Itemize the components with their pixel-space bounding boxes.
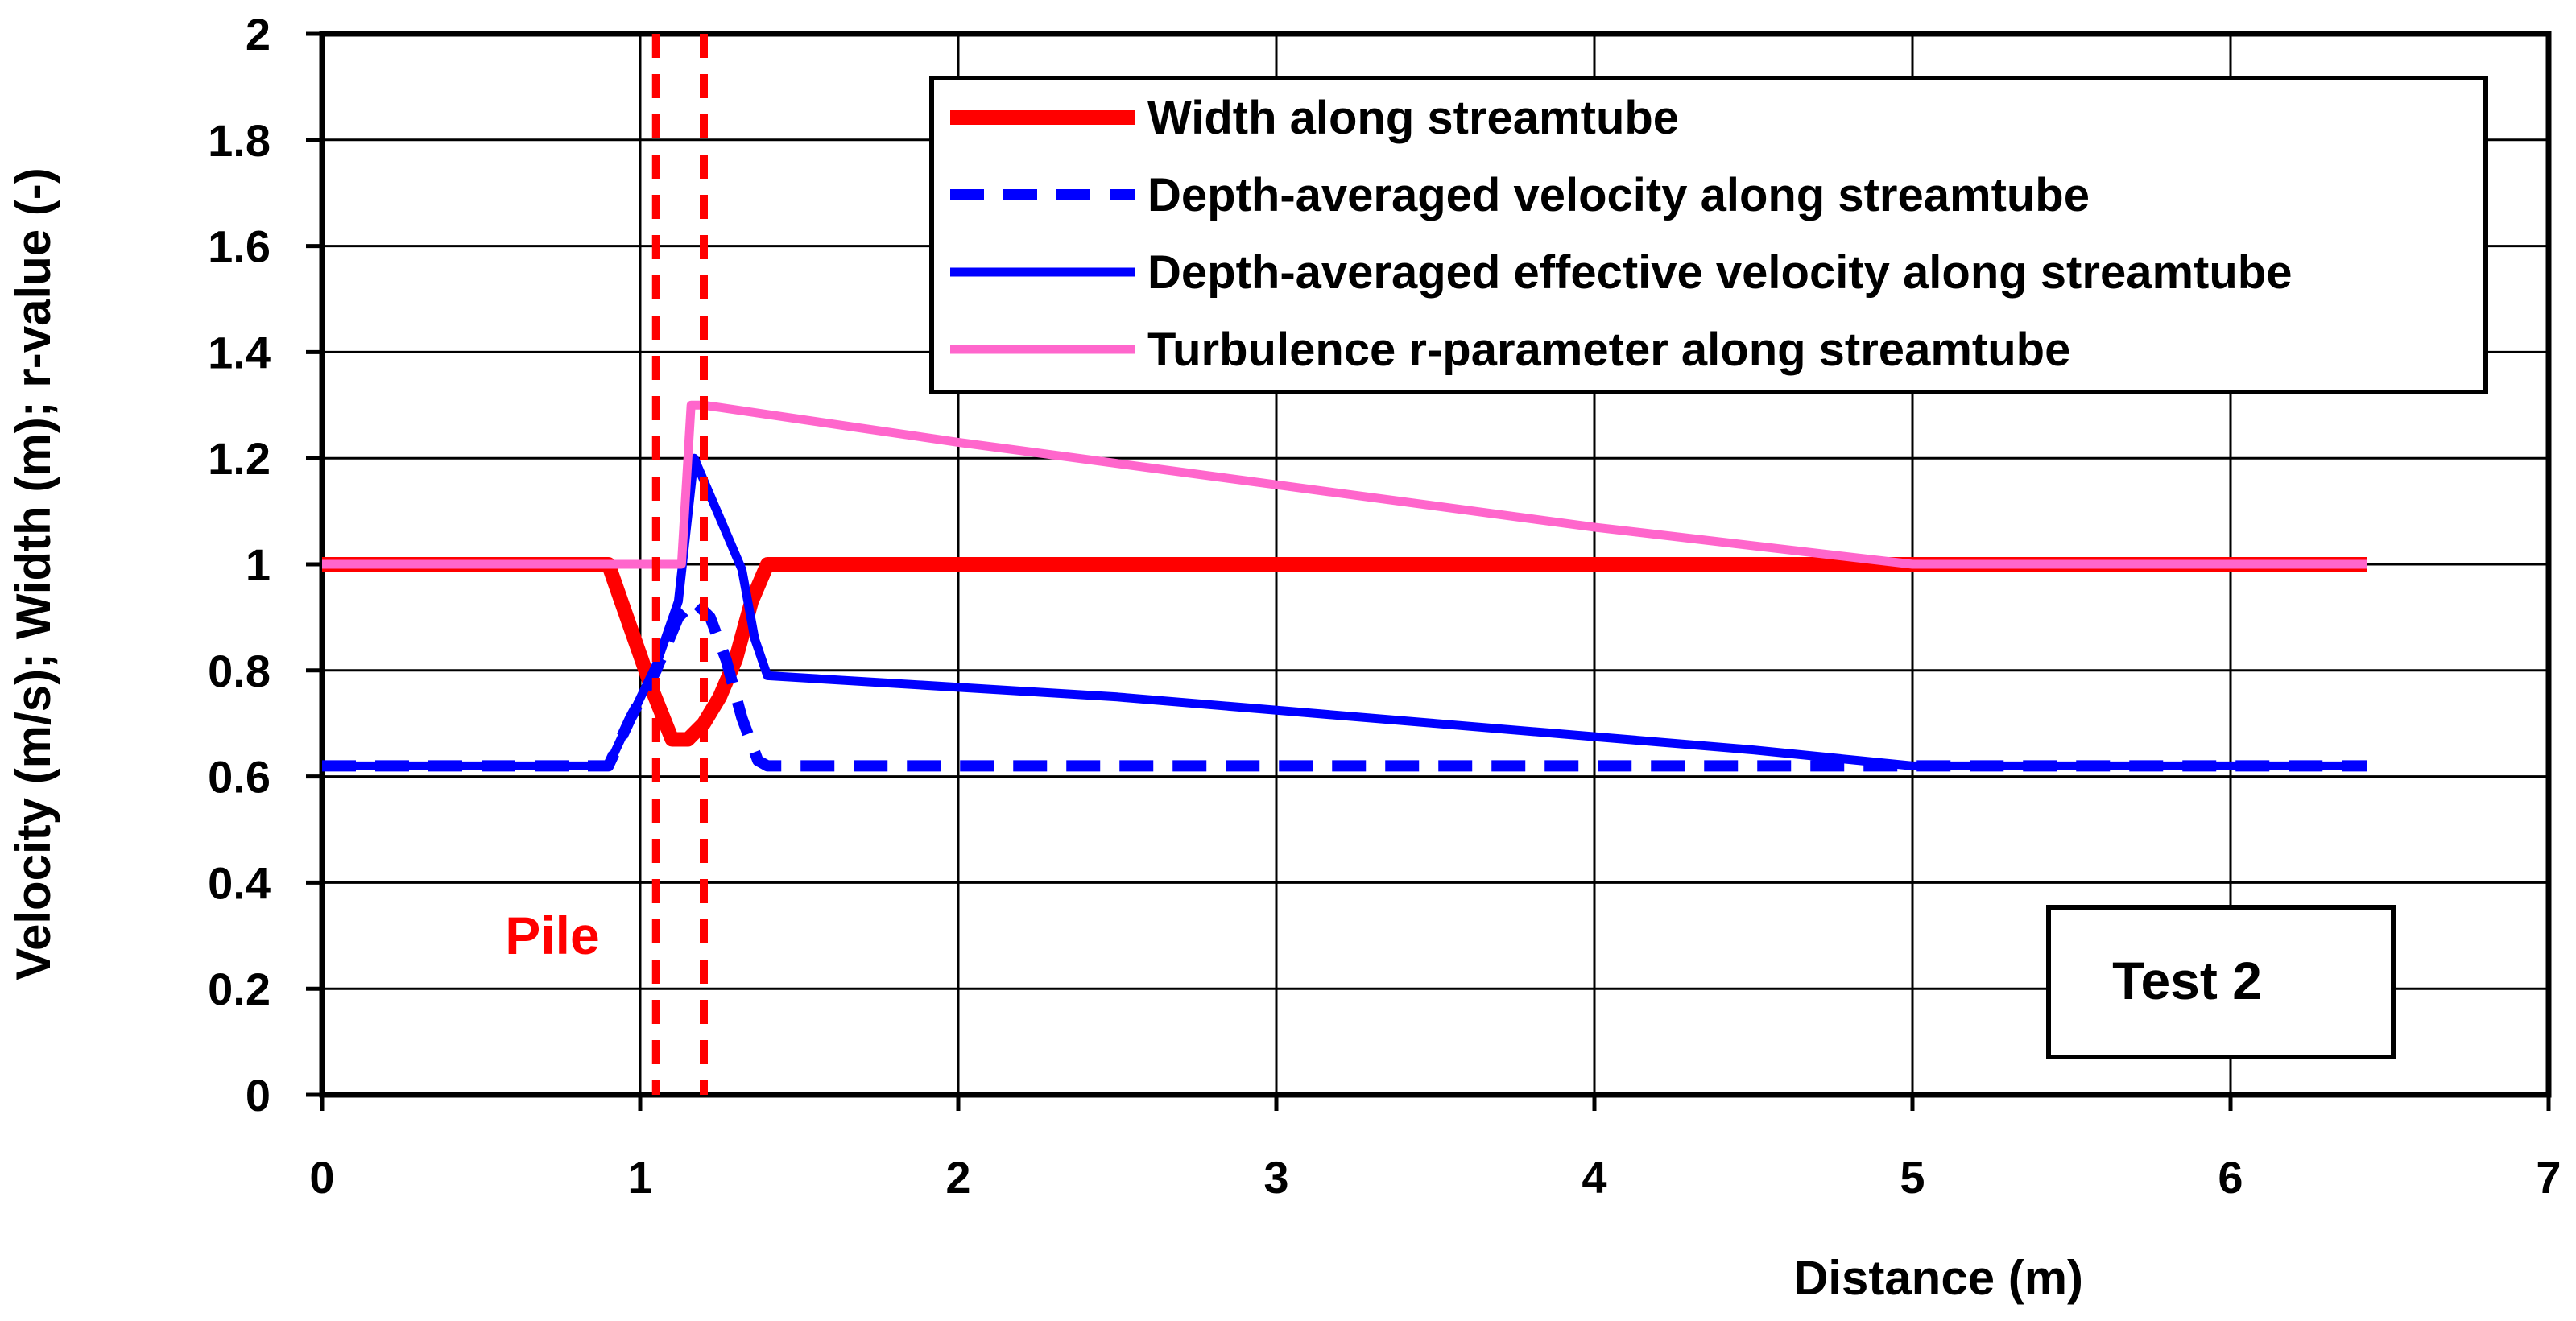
legend-frame [929,76,2488,394]
y-axis-title: Velocity (m/s); Width (m); r-value (-) [6,167,60,980]
x-tick-label-7: 7 [2536,1152,2561,1203]
pile-label: Pile [505,906,599,965]
x-tick-label-5: 5 [1900,1152,1925,1203]
series-line-3 [322,400,2367,569]
x-tick-label-3: 3 [1263,1152,1288,1203]
test-label-box: Test 2 [2046,905,2396,1059]
series-line-2 [322,453,2367,770]
y-tick-label-7: 1.4 [208,327,271,378]
x-tick-labels: 0 1 2 3 4 5 6 7 [309,1152,2561,1203]
series-line-0 [322,557,2367,747]
legend-label-2: Depth-averaged effective velocity along … [1147,246,2292,299]
x-tick-label-2: 2 [945,1152,970,1203]
x-tick-label-1: 1 [627,1152,652,1203]
legend-label-1: Depth-averaged velocity along streamtube [1147,169,2090,221]
y-tick-label-6: 1.2 [208,433,271,484]
y-tick-labels: 0 0.2 0.4 0.6 0.8 1 1.2 1.4 1.6 1.8 2 [208,9,271,1121]
y-tick-label-2: 0.4 [208,857,271,908]
y-tick-label-8: 1.6 [208,221,271,272]
y-tick-label-0: 0 [246,1070,271,1121]
x-tick-label-4: 4 [1582,1152,1606,1203]
test-label: Test 2 [2112,951,2262,1010]
legend-label-0: Width along streamtube [1147,92,1679,144]
y-tick-label-3: 0.6 [208,752,271,803]
y-tick-label-5: 1 [246,539,271,590]
y-tick-label-10: 2 [246,9,271,60]
x-tick-label-0: 0 [309,1152,334,1203]
legend-label-3: Turbulence r-parameter along streamtube [1147,324,2070,376]
y-tick-label-9: 1.8 [208,115,271,166]
x-axis-title: Distance (m) [1793,1251,2083,1305]
legend: Width along streamtube Depth-averaged vel… [929,76,2488,394]
y-tick-label-4: 0.8 [208,646,271,696]
test-label-frame [2046,905,2396,1059]
x-tick-label-6: 6 [2218,1152,2243,1203]
y-tick-label-1: 0.2 [208,964,271,1014]
pile-reference-lines [651,34,708,1095]
